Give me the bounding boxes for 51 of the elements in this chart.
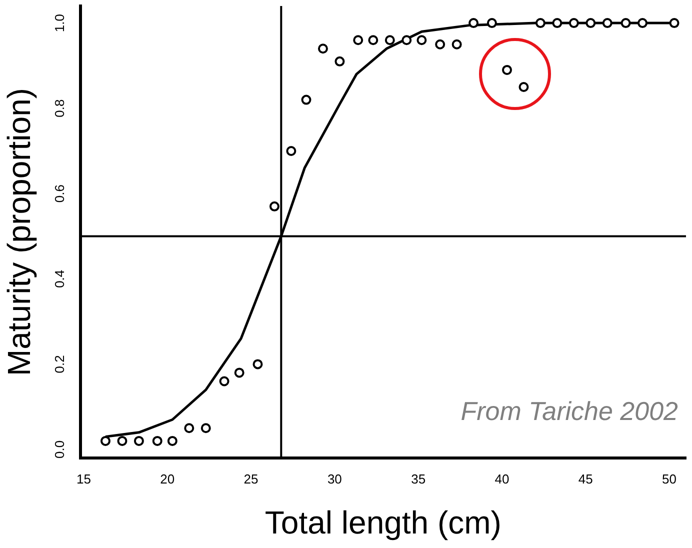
point (669, 18, 680, 28)
point (134, 436, 144, 446)
point (152, 436, 162, 446)
x-tick-label: 45 (578, 471, 593, 486)
point (353, 35, 364, 46)
y-tick-label: 0.6 (52, 184, 67, 203)
point (334, 56, 345, 66)
point (402, 35, 412, 46)
y-tick-label: 1.0 (52, 14, 67, 32)
point (518, 82, 529, 92)
point (200, 423, 211, 434)
point (269, 201, 280, 212)
point (602, 18, 612, 28)
point (301, 94, 312, 105)
point (234, 368, 244, 378)
y-tick-label: 0.0 (52, 440, 67, 459)
point (552, 18, 562, 28)
point (219, 376, 230, 386)
point (568, 18, 579, 28)
y-axis-title: Maturity (proportion) (1, 88, 38, 376)
point (167, 436, 178, 446)
point (286, 146, 296, 156)
point (502, 64, 512, 75)
point (368, 35, 378, 46)
x-tick-label: 50 (662, 471, 677, 486)
y-tick-label: 0.2 (52, 355, 67, 374)
y-tick-label: 0.8 (52, 99, 67, 118)
x-tick-label: 25 (244, 471, 258, 486)
point (468, 18, 479, 28)
x-tick-label: 20 (160, 471, 175, 486)
point (252, 359, 263, 370)
x-tick-label: 35 (411, 471, 426, 486)
x-tick-label: 30 (327, 471, 342, 486)
point (620, 18, 631, 28)
point (318, 44, 328, 54)
y-tick-label: 0.4 (52, 270, 67, 288)
x-tick-label: 15 (76, 471, 91, 486)
x-axis-title: Total length (cm) (264, 504, 502, 541)
point (452, 39, 462, 50)
point (117, 436, 128, 446)
point (535, 18, 546, 28)
point (100, 436, 110, 446)
point (638, 18, 648, 28)
point (184, 423, 194, 434)
point (486, 18, 497, 28)
point (435, 39, 446, 50)
point (586, 18, 596, 28)
x-tick-label: 40 (494, 471, 510, 486)
point (416, 35, 427, 46)
point (384, 35, 395, 46)
annotation: From Tariche 2002 (460, 396, 679, 426)
